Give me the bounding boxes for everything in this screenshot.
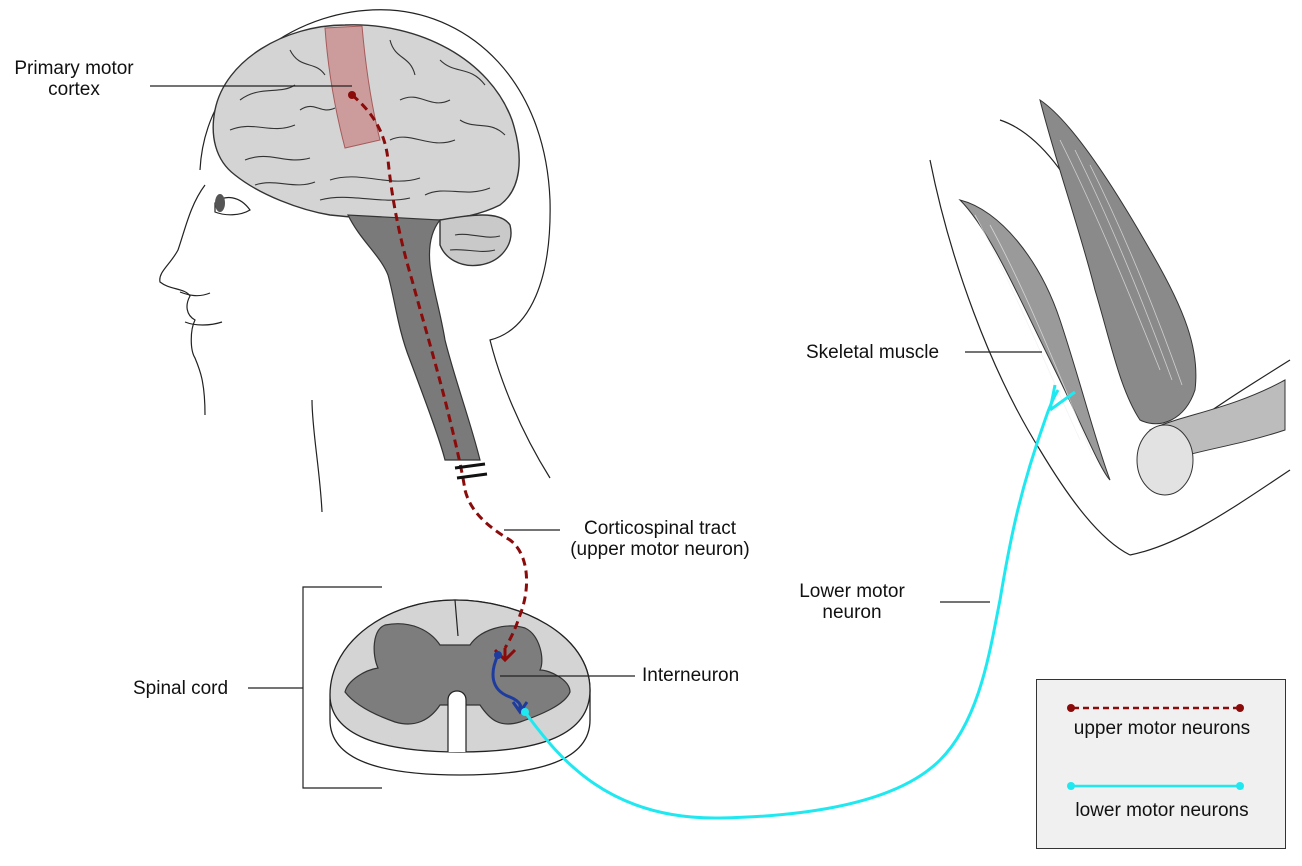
- legend-upper-swatch: [1067, 704, 1244, 712]
- spinal-cord-section: [329, 599, 591, 776]
- label-spinal-cord: Spinal cord: [133, 678, 229, 699]
- break-marks: [454, 462, 488, 480]
- skeletal-muscle: [958, 98, 1286, 496]
- label-primary-motor-cortex: Primary motor cortex: [14, 58, 134, 100]
- legend: upper motor neurons lower motor neurons: [1036, 679, 1286, 849]
- label-skeletal-muscle: Skeletal muscle: [806, 342, 940, 363]
- eye: [214, 194, 251, 216]
- lower-motor-neuron: [521, 384, 1076, 820]
- upper-motor-neuron: [348, 91, 529, 663]
- label-corticospinal-tract: Corticospinal tract (upper motor neuron): [570, 518, 750, 560]
- brain: [212, 24, 520, 267]
- legend-swatches: [1067, 704, 1244, 790]
- legend-upper-label: upper motor neurons: [1073, 718, 1251, 739]
- brainstem: [347, 214, 481, 461]
- head-outline: [159, 9, 551, 513]
- legend-lower-swatch: [1067, 782, 1244, 790]
- label-interneuron: Interneuron: [642, 665, 740, 686]
- motor-cortex-highlight: [324, 25, 381, 149]
- label-lower-motor-neuron: Lower motor neuron: [799, 581, 905, 623]
- spinal-cord-bracket: [248, 586, 382, 789]
- legend-lower-label: lower motor neurons: [1075, 800, 1249, 821]
- interneuron: [491, 651, 529, 715]
- leader-lines: [150, 85, 1042, 677]
